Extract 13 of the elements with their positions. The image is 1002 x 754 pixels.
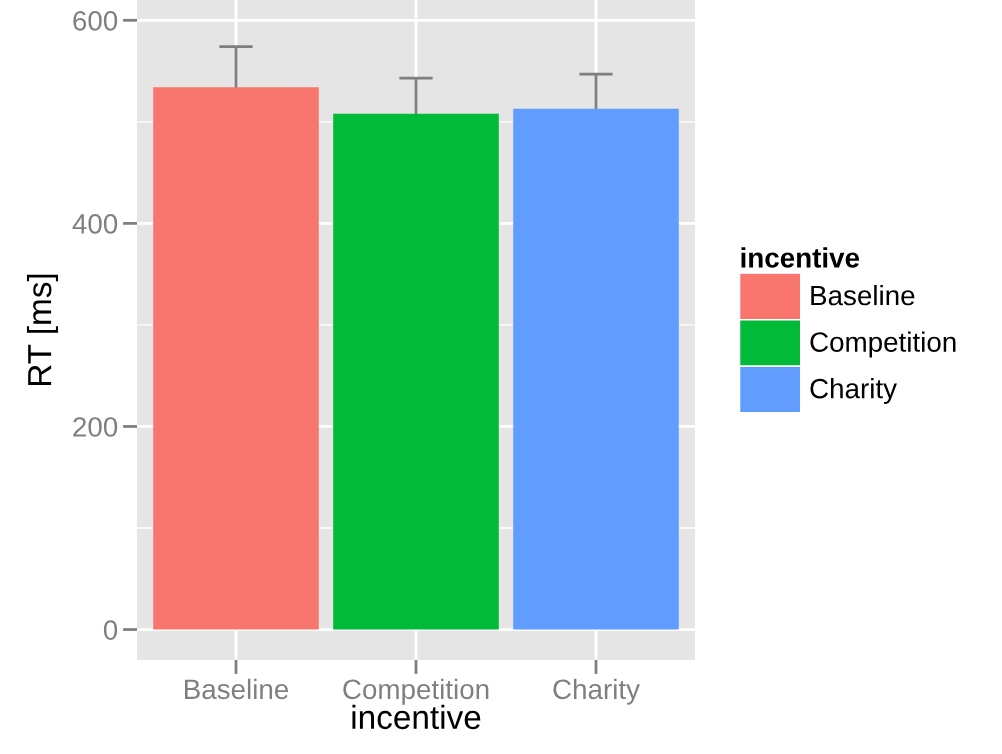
legend-title: incentive — [741, 247, 860, 268]
y-tick-label: 200 — [73, 417, 118, 437]
y-axis-title: RT [ms] — [26, 274, 59, 386]
y-tick-label: 600 — [73, 10, 118, 31]
x-tick-label: Baseline — [185, 678, 289, 700]
legend-label: Baseline — [811, 284, 915, 306]
y-tick-label: 0 — [103, 620, 118, 640]
y-tick-label: 400 — [72, 214, 118, 234]
legend-label: Competition — [810, 331, 956, 358]
legend-label: Charity — [810, 378, 897, 404]
x-tick-label: Charity — [553, 678, 640, 705]
x-axis-title: incentive — [352, 704, 481, 730]
x-tick-label: Competition — [343, 678, 489, 705]
